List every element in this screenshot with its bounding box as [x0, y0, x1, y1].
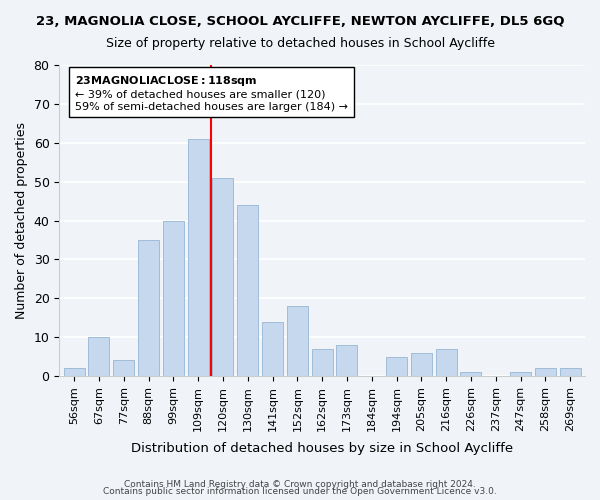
- X-axis label: Distribution of detached houses by size in School Aycliffe: Distribution of detached houses by size …: [131, 442, 513, 455]
- Text: $\bf{23 MAGNOLIA CLOSE: 118sqm}$
← 39% of detached houses are smaller (120)
59% : $\bf{23 MAGNOLIA CLOSE: 118sqm}$ ← 39% o…: [75, 74, 348, 112]
- Text: 23, MAGNOLIA CLOSE, SCHOOL AYCLIFFE, NEWTON AYCLIFFE, DL5 6GQ: 23, MAGNOLIA CLOSE, SCHOOL AYCLIFFE, NEW…: [36, 15, 564, 28]
- Bar: [287, 306, 308, 376]
- Bar: [188, 139, 209, 376]
- Bar: [337, 345, 358, 376]
- Text: Contains HM Land Registry data © Crown copyright and database right 2024.: Contains HM Land Registry data © Crown c…: [124, 480, 476, 489]
- Text: Size of property relative to detached houses in School Aycliffe: Size of property relative to detached ho…: [106, 38, 494, 51]
- Bar: [138, 240, 159, 376]
- Bar: [88, 337, 109, 376]
- Bar: [460, 372, 481, 376]
- Y-axis label: Number of detached properties: Number of detached properties: [15, 122, 28, 319]
- Bar: [113, 360, 134, 376]
- Bar: [237, 205, 258, 376]
- Bar: [386, 356, 407, 376]
- Bar: [64, 368, 85, 376]
- Bar: [411, 352, 432, 376]
- Bar: [262, 322, 283, 376]
- Text: Contains public sector information licensed under the Open Government Licence v3: Contains public sector information licen…: [103, 488, 497, 496]
- Bar: [436, 349, 457, 376]
- Bar: [163, 220, 184, 376]
- Bar: [535, 368, 556, 376]
- Bar: [560, 368, 581, 376]
- Bar: [311, 349, 332, 376]
- Bar: [510, 372, 531, 376]
- Bar: [212, 178, 233, 376]
